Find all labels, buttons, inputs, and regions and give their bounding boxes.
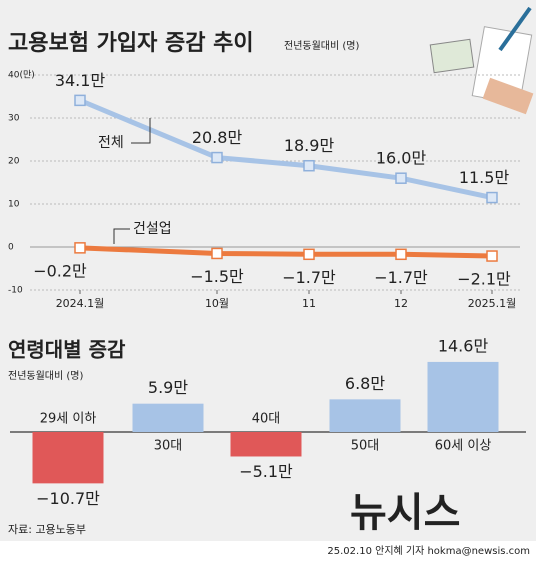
value-label: 16.0만	[376, 149, 427, 168]
chart-title: 연령대별 증감	[8, 338, 126, 362]
value-label: −2.1만	[457, 270, 511, 289]
x-tick-label: 2024.1월	[56, 297, 105, 310]
category-label: 30대	[154, 439, 183, 454]
value-label: 5.9만	[148, 378, 188, 397]
point-marker	[486, 250, 498, 262]
leader	[131, 118, 151, 144]
point-marker	[74, 94, 86, 107]
bar	[427, 361, 499, 432]
x-tick-label: 10월	[205, 297, 229, 310]
chart-subtitle: 전년동월대비 (명)	[8, 370, 83, 382]
point-marker	[395, 172, 407, 184]
point-marker	[486, 191, 498, 204]
category-label: 40대	[252, 412, 281, 427]
y-tick-label: 20	[8, 157, 20, 167]
value-label: 6.8만	[345, 374, 385, 393]
legend-label: 건설업	[133, 221, 172, 237]
bar	[230, 432, 302, 457]
source: 자료: 고용노동부	[8, 523, 86, 536]
value-label: −10.7만	[36, 489, 100, 508]
chart-title: 고용보험 가입자 증감 추이	[8, 30, 254, 56]
decor-icon	[429, 6, 534, 115]
value-label: −0.2만	[33, 261, 87, 280]
value-label: −1.5만	[190, 267, 244, 286]
point-marker	[303, 248, 315, 261]
credit: 25.02.10 안지혜 기자 hokma@newsis.com	[327, 545, 530, 557]
y-tick-label: 0	[8, 243, 14, 253]
footer-bg	[0, 541, 536, 561]
category-label: 50대	[351, 439, 380, 454]
value-label: −1.7만	[374, 268, 428, 287]
bar	[329, 399, 401, 432]
value-label: −1.7만	[282, 268, 336, 287]
value-label: 11.5만	[459, 168, 510, 187]
bar	[132, 403, 204, 432]
value-label: 18.9만	[284, 136, 335, 155]
watermark: 뉴시스	[350, 490, 460, 536]
bar	[32, 432, 104, 484]
category-label: 29세 이하	[40, 412, 97, 427]
value-label: −5.1만	[239, 462, 293, 481]
point-marker	[74, 242, 86, 254]
point-marker	[211, 151, 223, 164]
x-tick-label: 2025.1월	[468, 297, 517, 310]
y-tick-label: 30	[8, 114, 20, 124]
x-tick-label: 11	[302, 297, 316, 310]
category-label: 60세 이상	[435, 439, 492, 454]
y-tick-label: 10	[8, 200, 20, 210]
value-label: 14.6만	[438, 336, 489, 355]
legend-label: 전체	[98, 135, 124, 151]
chart-subtitle: 전년동월대비 (명)	[284, 40, 359, 52]
point-marker	[211, 247, 223, 260]
value-label: 20.8만	[192, 128, 243, 147]
leader	[113, 228, 130, 244]
y-tick-label: -10	[8, 286, 23, 296]
value-label: 34.1만	[55, 71, 106, 90]
y-tick-label: 40(만)	[8, 70, 35, 81]
point-marker	[395, 248, 407, 261]
x-tick-label: 12	[394, 297, 408, 310]
point-marker	[303, 159, 315, 172]
